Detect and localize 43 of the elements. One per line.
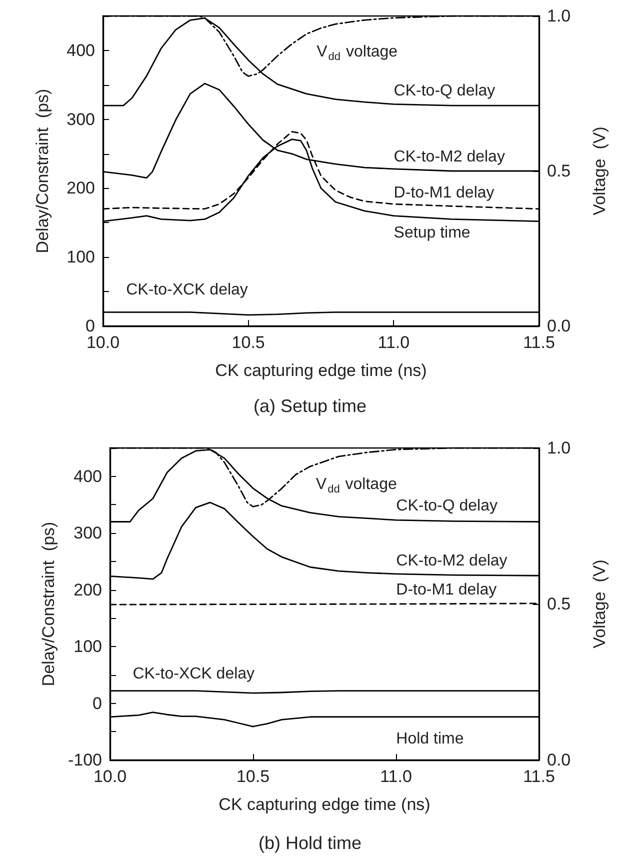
x-axis-title: CK capturing edge time (ns): [218, 795, 430, 814]
series-label: Setup time: [394, 224, 470, 242]
y-tick-label: 100: [66, 248, 95, 267]
y-tick-label: 0: [86, 316, 95, 336]
series-label: CK-to-Q delay: [396, 498, 498, 515]
y2-axis-title: Voltage (V): [590, 560, 609, 648]
text: (b) Hold time: [258, 833, 362, 853]
y2-tick-label: 1.0: [547, 6, 571, 26]
x-tick-label: 10.5: [236, 767, 270, 786]
x-tick-label: 10.0: [93, 767, 127, 786]
y2-tick-label: 0.0: [547, 316, 571, 336]
y2-tick-label: 0.5: [547, 162, 571, 180]
series-label: Hold time: [396, 730, 464, 748]
y-tick-label: 200: [74, 580, 102, 600]
y-tick-label: -100: [68, 750, 102, 770]
y2-tick-label: 1.0: [547, 438, 571, 458]
text: (a) Setup time: [253, 396, 367, 416]
y-tick-label: 300: [74, 524, 102, 543]
series-label: CK-to-XCK delay: [132, 665, 255, 682]
series-label: D-to-M1 delay: [394, 184, 494, 202]
x-axis-title: CK capturing edge time (ns): [215, 361, 427, 380]
y-tick-label: 400: [66, 40, 95, 60]
y-axis-title: Delay/Constraint (ps): [33, 88, 52, 254]
x-tick-label: 10.5: [232, 333, 265, 352]
y2-axis-title: Voltage (V): [590, 126, 609, 216]
y2-tick-label: 0.5: [547, 594, 571, 614]
y-tick-label: 100: [74, 637, 102, 656]
x-tick-label: 11.0: [378, 333, 410, 352]
series-label: CK-to-XCK delay: [126, 282, 248, 299]
x-tick-label: 10.0: [86, 333, 120, 352]
y-tick-label: 200: [66, 178, 95, 198]
x-tick-label: 11.5: [523, 767, 555, 786]
x-tick-label: 11.5: [523, 333, 555, 352]
series-label: CK-to-M2 delay: [394, 148, 505, 166]
y-axis-title: Delay/Constraint (ps): [39, 522, 58, 686]
y-tick-label: 300: [66, 110, 95, 129]
series-label: D-to-M1 delay: [396, 582, 497, 598]
series-label: CK-to-Q delay: [394, 82, 496, 100]
y-tick-label: 0: [92, 694, 102, 713]
y2-tick-label: 0.0: [547, 750, 571, 770]
x-tick-label: 11.0: [380, 767, 412, 786]
y-tick-label: 400: [74, 466, 102, 486]
series-label: CK-to-M2 delay: [396, 552, 508, 570]
